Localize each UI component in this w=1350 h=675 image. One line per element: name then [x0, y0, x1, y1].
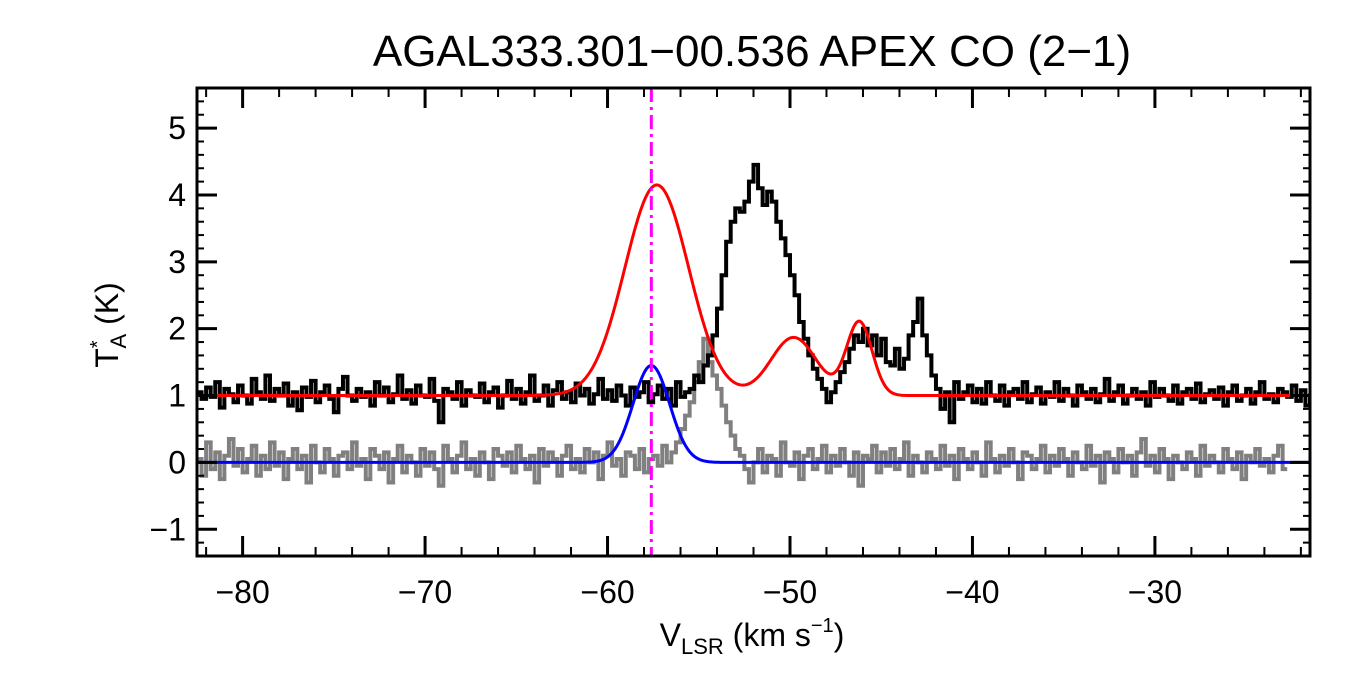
y-tick-label: −1	[150, 511, 186, 547]
x-tick-label: −60	[580, 574, 634, 610]
x-axis-label: VLSR (km s−1)	[660, 615, 845, 659]
series-single-gaussian-fit	[197, 363, 1310, 464]
y-tick-label: 2	[168, 311, 186, 347]
x-tick-label: −30	[1128, 574, 1182, 610]
y-tick-label: 0	[168, 444, 186, 480]
chart-title: AGAL333.301−00.536 APEX CO (2−1)	[373, 27, 1131, 76]
y-tick-label: 4	[168, 177, 186, 213]
x-tick-label: −50	[763, 574, 817, 610]
y-tick-label: 3	[168, 244, 186, 280]
plot-frame	[195, 86, 1312, 558]
x-tick-label: −70	[398, 574, 452, 610]
y-axis-label: T*A (K)	[87, 282, 131, 368]
series-three-component-gaussian-fit	[197, 183, 1310, 398]
series-observed-spectrum-offset-1-k	[197, 162, 1310, 425]
y-tick-label: 5	[168, 110, 186, 146]
series-layer	[197, 88, 1310, 556]
x-tick-label: −40	[945, 574, 999, 610]
x-tick-label: −80	[215, 574, 269, 610]
axes-layer: −80 −70 −60 −50 −40 −30 −1 0 1 2 3 4 5	[150, 86, 1312, 610]
y-tick-label: 1	[168, 378, 186, 414]
